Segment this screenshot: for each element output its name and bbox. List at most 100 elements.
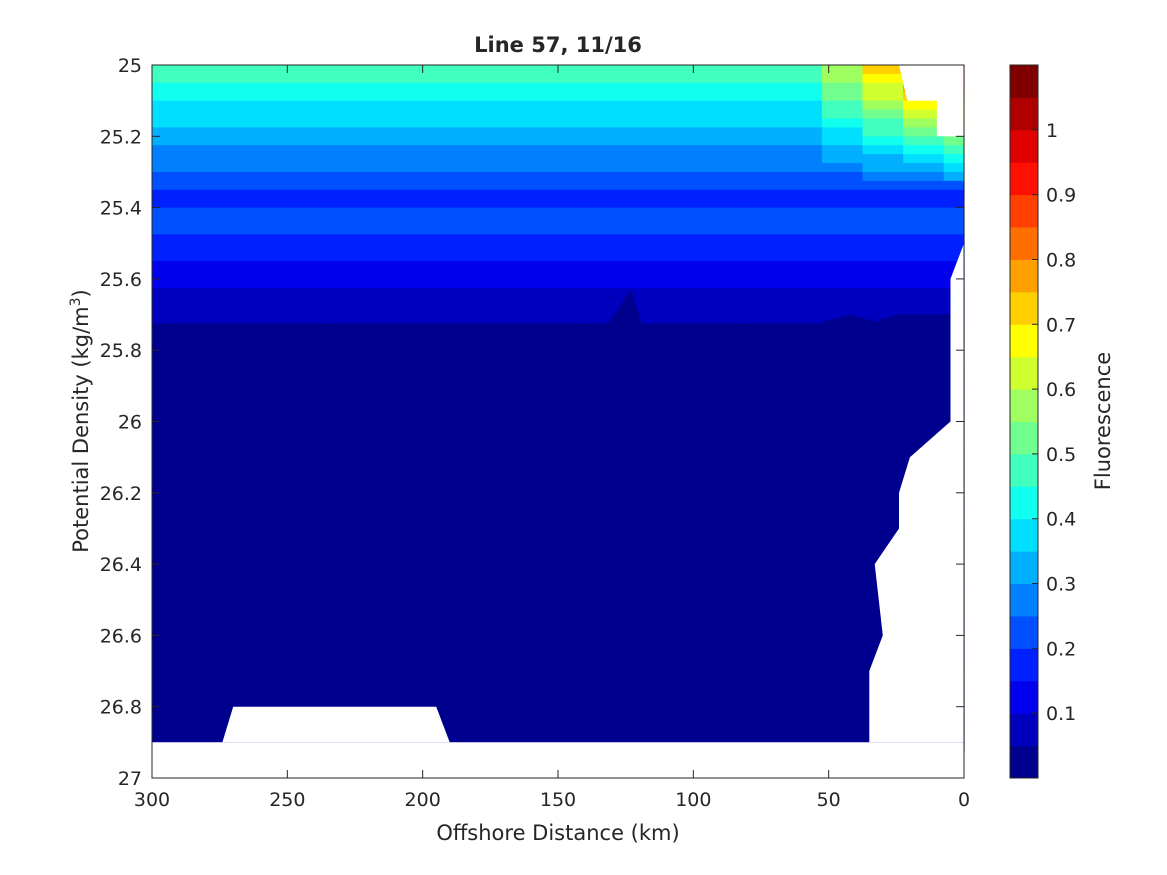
contour-cell (375, 109, 417, 120)
contour-cell (415, 590, 458, 601)
contour-cell (253, 679, 295, 690)
contour-cell (253, 198, 295, 209)
contour-cell (415, 555, 458, 565)
contour-cell (172, 91, 214, 102)
contour-cell (253, 537, 295, 547)
contour-cell (253, 118, 295, 128)
contour-cell (659, 216, 701, 227)
contour-cell (212, 171, 255, 182)
contour-cell (334, 350, 376, 360)
contour-cell (375, 430, 417, 440)
contour-cell (253, 519, 295, 530)
contour-cell (253, 154, 295, 164)
contour-cell (740, 73, 782, 84)
contour-cell (618, 109, 661, 120)
contour-cell (152, 519, 173, 530)
contour-cell (172, 697, 214, 708)
contour-cell (659, 368, 701, 378)
contour-cell (294, 82, 336, 93)
colorbar-segment (1010, 486, 1038, 520)
contour-cell (497, 118, 539, 128)
contour-cell (456, 688, 498, 699)
contour-cell (659, 171, 701, 182)
contour-cell (172, 617, 214, 628)
contour-cell (415, 189, 458, 200)
contour-cell (172, 448, 214, 458)
contour-cell (375, 581, 417, 592)
contour-cell (375, 376, 417, 387)
contour-cell (537, 180, 579, 191)
contour-cell (415, 412, 458, 423)
contour-cell (375, 439, 417, 449)
contour-cell (862, 296, 904, 307)
contour-region (820, 414, 867, 746)
contour-cell (375, 198, 417, 209)
contour-cell (456, 466, 498, 476)
contour-cell (253, 368, 295, 378)
contour-cell (375, 314, 417, 325)
contour-cell (172, 163, 214, 173)
contour-cell (903, 225, 945, 235)
contour-cell (212, 679, 255, 690)
contour-cell (821, 198, 864, 209)
contour-cell (294, 180, 336, 191)
contour-cell (700, 118, 742, 128)
contour-cell (903, 171, 945, 182)
contour-cell (740, 65, 782, 75)
contour-cell (294, 100, 336, 111)
contour-cell (497, 376, 539, 387)
contour-cell (212, 127, 255, 137)
y-axis-label: Potential Density (kg/m3) (68, 289, 93, 553)
x-tick-label: 200 (405, 789, 441, 811)
contour-cell (152, 287, 173, 298)
contour-cell (821, 207, 864, 218)
contour-cell (497, 350, 539, 360)
contour-cell (172, 252, 214, 262)
contour-cell (862, 145, 904, 155)
contour-cell (375, 91, 417, 102)
contour-cell (497, 261, 539, 271)
contour-cell (152, 189, 173, 200)
contour-cell (152, 608, 173, 619)
contour-cell (375, 287, 417, 298)
contour-cell (253, 207, 295, 218)
contour-cell (781, 154, 823, 164)
contour-cell (172, 287, 214, 298)
y-tick-label: 26.2 (100, 483, 142, 505)
contour-cell (497, 189, 539, 200)
contour-cell (781, 145, 823, 155)
contour-cell (618, 163, 661, 173)
contour-cell (212, 154, 255, 164)
contour-cell (497, 82, 539, 93)
contour-cell (172, 501, 214, 512)
y-tick-label: 27 (118, 768, 142, 790)
contour-cell (212, 590, 255, 601)
contour-cell (172, 573, 214, 583)
contour-cell (578, 287, 620, 298)
contour-cell (294, 145, 336, 155)
contour-cell (375, 261, 417, 271)
contour-cell (821, 127, 864, 137)
contour-cell (152, 118, 173, 128)
contour-cell (456, 412, 498, 423)
contour-cell (294, 118, 336, 128)
contour-cell (537, 296, 579, 307)
contour-cell (943, 252, 965, 262)
contour-cell (415, 269, 458, 280)
contour-cell (375, 492, 417, 503)
contour-cell (659, 269, 701, 280)
colorbar-tick-label: 0.8 (1046, 249, 1076, 271)
contour-cell (212, 359, 255, 369)
contour-cell (659, 145, 701, 155)
contour-cell (618, 118, 661, 128)
contour-cell (172, 189, 214, 200)
contour-cell (578, 323, 620, 333)
contour-cell (497, 332, 539, 342)
contour-cell (152, 73, 173, 84)
contour-cell (172, 154, 214, 164)
contour-cell (659, 163, 701, 173)
x-tick-label: 0 (958, 789, 970, 811)
contour-cell (415, 207, 458, 218)
contour-cell (253, 243, 295, 253)
contour-cell (375, 127, 417, 137)
